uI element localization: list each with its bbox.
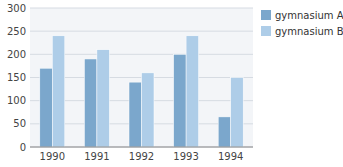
x-tick-label: 1994 <box>218 151 243 162</box>
bar <box>231 78 243 148</box>
chart-container: 0 50 100 150 200 250 300 1990 1991 1992 1993 1994 gy… <box>0 0 343 167</box>
grid-line <box>30 147 253 148</box>
bar <box>40 68 52 147</box>
bar <box>84 59 96 147</box>
x-axis-line <box>30 147 253 148</box>
y-tick-label: 100 <box>7 95 26 106</box>
plot-background <box>30 8 253 147</box>
legend: gymnasium A gymnasium B <box>261 10 343 37</box>
y-tick-label: 0 <box>20 142 26 153</box>
grid-line <box>30 8 253 9</box>
legend-label: gymnasium B <box>275 26 343 37</box>
x-tick-label: 1990 <box>40 151 65 162</box>
y-tick-label: 200 <box>7 49 26 60</box>
chart: 0 50 100 150 200 250 300 1990 1991 1992 1993 1994 gy… <box>0 0 343 167</box>
bars <box>40 36 243 147</box>
bar <box>218 117 230 147</box>
x-tick-label: 1991 <box>84 151 109 162</box>
y-tick-label: 250 <box>7 26 26 37</box>
y-tick-label: 50 <box>13 118 26 129</box>
legend-swatch <box>261 26 271 36</box>
legend-label: gymnasium A <box>275 10 343 21</box>
y-tick-label: 300 <box>7 3 26 14</box>
bar <box>174 54 186 147</box>
bar <box>97 50 109 147</box>
legend-swatch <box>261 10 271 20</box>
grid-line <box>30 31 253 32</box>
x-tick-label: 1992 <box>129 151 154 162</box>
x-tick-label: 1993 <box>173 151 198 162</box>
bar <box>142 73 154 147</box>
y-tick-label: 150 <box>7 72 26 83</box>
bar <box>129 82 141 147</box>
bar <box>186 36 198 147</box>
bar <box>52 36 64 147</box>
